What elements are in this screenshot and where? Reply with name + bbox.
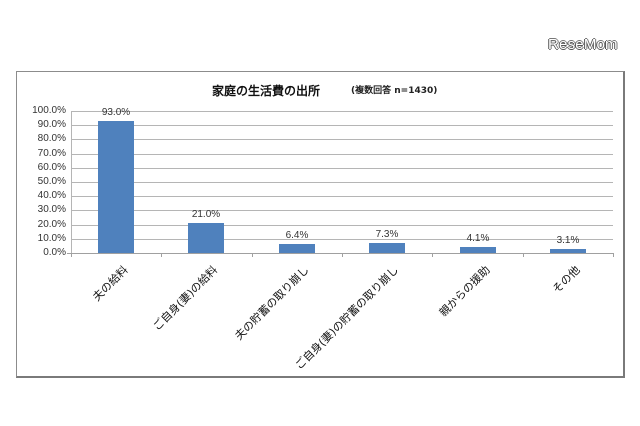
gridline — [71, 125, 613, 126]
y-tick-label: 100.0% — [32, 105, 66, 116]
y-tick-label: 70.0% — [37, 148, 66, 159]
y-tick-label: 20.0% — [37, 219, 66, 230]
gridline — [71, 111, 613, 112]
chart-subtitle: (複数回答 n=1430) — [351, 86, 438, 96]
bar-value-label: 3.1% — [556, 235, 580, 246]
gridline — [71, 168, 613, 169]
gridline — [71, 225, 613, 226]
x-tick-mark — [432, 253, 433, 257]
bar — [369, 243, 405, 253]
x-tick-mark — [342, 253, 343, 257]
y-axis — [71, 111, 72, 253]
gridline — [71, 154, 613, 155]
bar — [188, 223, 224, 253]
y-tick-label: 0.0% — [43, 247, 66, 258]
gridline — [71, 196, 613, 197]
bar-value-label: 6.4% — [285, 230, 309, 241]
y-tick-label: 10.0% — [37, 233, 66, 244]
y-tick-label: 90.0% — [37, 119, 66, 130]
bar — [98, 121, 134, 253]
resemom-logo: ReseMom — [548, 36, 618, 53]
x-tick-mark — [161, 253, 162, 257]
gridline — [71, 182, 613, 183]
x-axis — [67, 253, 613, 254]
x-tick-mark — [71, 253, 72, 257]
gridline — [71, 239, 613, 240]
gridline — [71, 210, 613, 211]
bar-value-label: 93.0% — [101, 107, 131, 118]
gridline — [71, 139, 613, 140]
y-tick-label: 50.0% — [37, 176, 66, 187]
y-tick-label: 30.0% — [37, 204, 66, 215]
x-tick-mark — [252, 253, 253, 257]
chart-title: 家庭の生活費の出所 — [212, 84, 321, 98]
bar-value-label: 21.0% — [191, 209, 221, 220]
y-tick-label: 40.0% — [37, 190, 66, 201]
bar-value-label: 4.1% — [466, 233, 490, 244]
x-tick-mark — [613, 253, 614, 257]
bar — [279, 244, 315, 253]
bar — [550, 249, 586, 253]
x-tick-mark — [523, 253, 524, 257]
bar — [460, 247, 496, 253]
y-tick-label: 60.0% — [37, 162, 66, 173]
y-tick-label: 80.0% — [37, 133, 66, 144]
bar-value-label: 7.3% — [375, 229, 399, 240]
